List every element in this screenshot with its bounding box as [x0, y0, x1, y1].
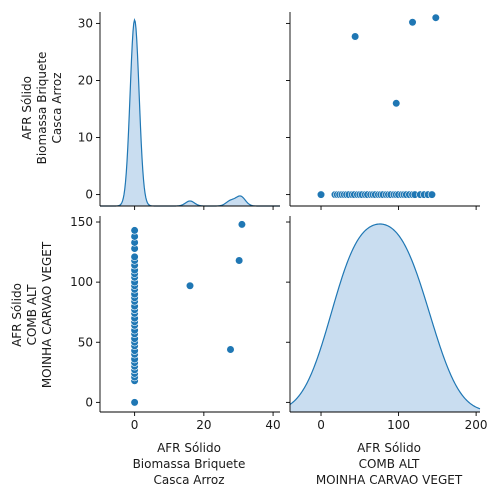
kde-biomassa-panel: 0 10 20 30 [78, 12, 280, 210]
xlabel-col1-line2: COMB ALT [359, 457, 420, 471]
kde-biomassa-y-tick-label: 30 [78, 16, 93, 30]
scatter-point [130, 226, 139, 235]
kde-biomassa-y-tick-label: 20 [78, 73, 93, 87]
scatter-point [185, 281, 195, 290]
kde-moinha-density-line [289, 223, 481, 410]
kde-moinha-density-fill [290, 224, 480, 412]
scatter-bottom-x-tick-label: 40 [265, 418, 280, 432]
kde-biomassa-density-line [100, 18, 280, 207]
scatter-point [351, 32, 360, 41]
kde-biomassa-density-fill [100, 20, 280, 206]
scatter-bottom-x-tick-label: 20 [196, 418, 211, 432]
kde-moinha-x-tick-label: 200 [465, 418, 488, 432]
scatter-point [316, 190, 326, 199]
scatter-biomassa-vs-moinha-panel: 0 20 40 0 50 100 150 [70, 215, 281, 432]
kde-moinha-panel: 0 100 200 [286, 216, 488, 432]
scatter-point [130, 252, 139, 261]
scatter-moinha-vs-biomassa-panel [286, 12, 480, 210]
scatter-bottom-x-tick-label: 0 [131, 418, 139, 432]
xlabel-col0-line3: Casca Arroz [154, 473, 225, 487]
scatter-point [427, 190, 437, 199]
scatter-point [226, 345, 235, 354]
xlabel-col0-line2: Biomassa Briquete [133, 457, 246, 471]
scatter-point [408, 18, 417, 27]
scatter-point [237, 220, 247, 229]
scatter-bottom-y-tick-label: 100 [70, 275, 93, 289]
scatter-bottom-y-tick-label: 0 [85, 395, 93, 409]
kde-biomassa-y-tick-label: 0 [85, 188, 93, 202]
kde-biomassa-y-tick-label: 10 [78, 131, 93, 145]
ylabel-row0-line3: Casca Arroz [50, 73, 64, 144]
scatter-bottom-y-tick-label: 150 [70, 215, 93, 229]
scatter-point [235, 256, 244, 265]
xlabel-col1-line3: MOINHA CARVAO VEGET [316, 473, 463, 487]
ylabel-row0-line1: AFR Sólido [20, 76, 34, 140]
scatter-point [392, 99, 401, 108]
ylabel-row1-line1: AFR Sólido [10, 283, 24, 347]
ylabel-row1-line3: MOINHA CARVAO VEGET [40, 241, 54, 388]
scatter-bottom-y-tick-label: 50 [78, 335, 93, 349]
xlabel-col1-line1: AFR Sólido [357, 441, 421, 455]
scatter-point [431, 13, 440, 22]
ylabel-row0-line2: Biomassa Briquete [35, 52, 49, 165]
kde-moinha-x-tick-label: 100 [387, 418, 410, 432]
ylabel-row1-line2: COMB ALT [25, 284, 39, 345]
xlabel-col0-line1: AFR Sólido [157, 441, 221, 455]
scatter-point [130, 398, 139, 407]
kde-moinha-x-tick-label: 0 [317, 418, 325, 432]
